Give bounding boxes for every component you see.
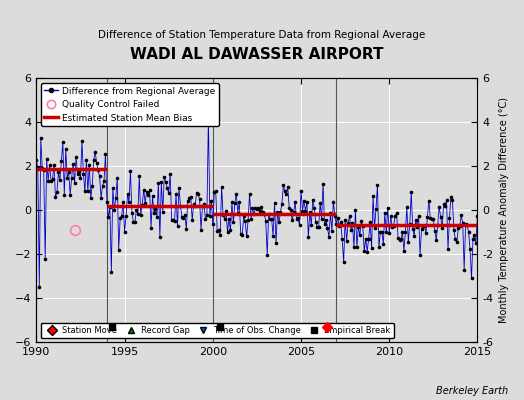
Text: Difference of Station Temperature Data from Regional Average: Difference of Station Temperature Data f… (99, 30, 425, 40)
Text: Berkeley Earth: Berkeley Earth (436, 386, 508, 396)
Legend: Station Move, Record Gap, Time of Obs. Change, Empirical Break: Station Move, Record Gap, Time of Obs. C… (40, 322, 394, 338)
Y-axis label: Monthly Temperature Anomaly Difference (°C): Monthly Temperature Anomaly Difference (… (499, 97, 509, 323)
Title: WADI AL DAWASSER AIRPORT: WADI AL DAWASSER AIRPORT (130, 47, 384, 62)
